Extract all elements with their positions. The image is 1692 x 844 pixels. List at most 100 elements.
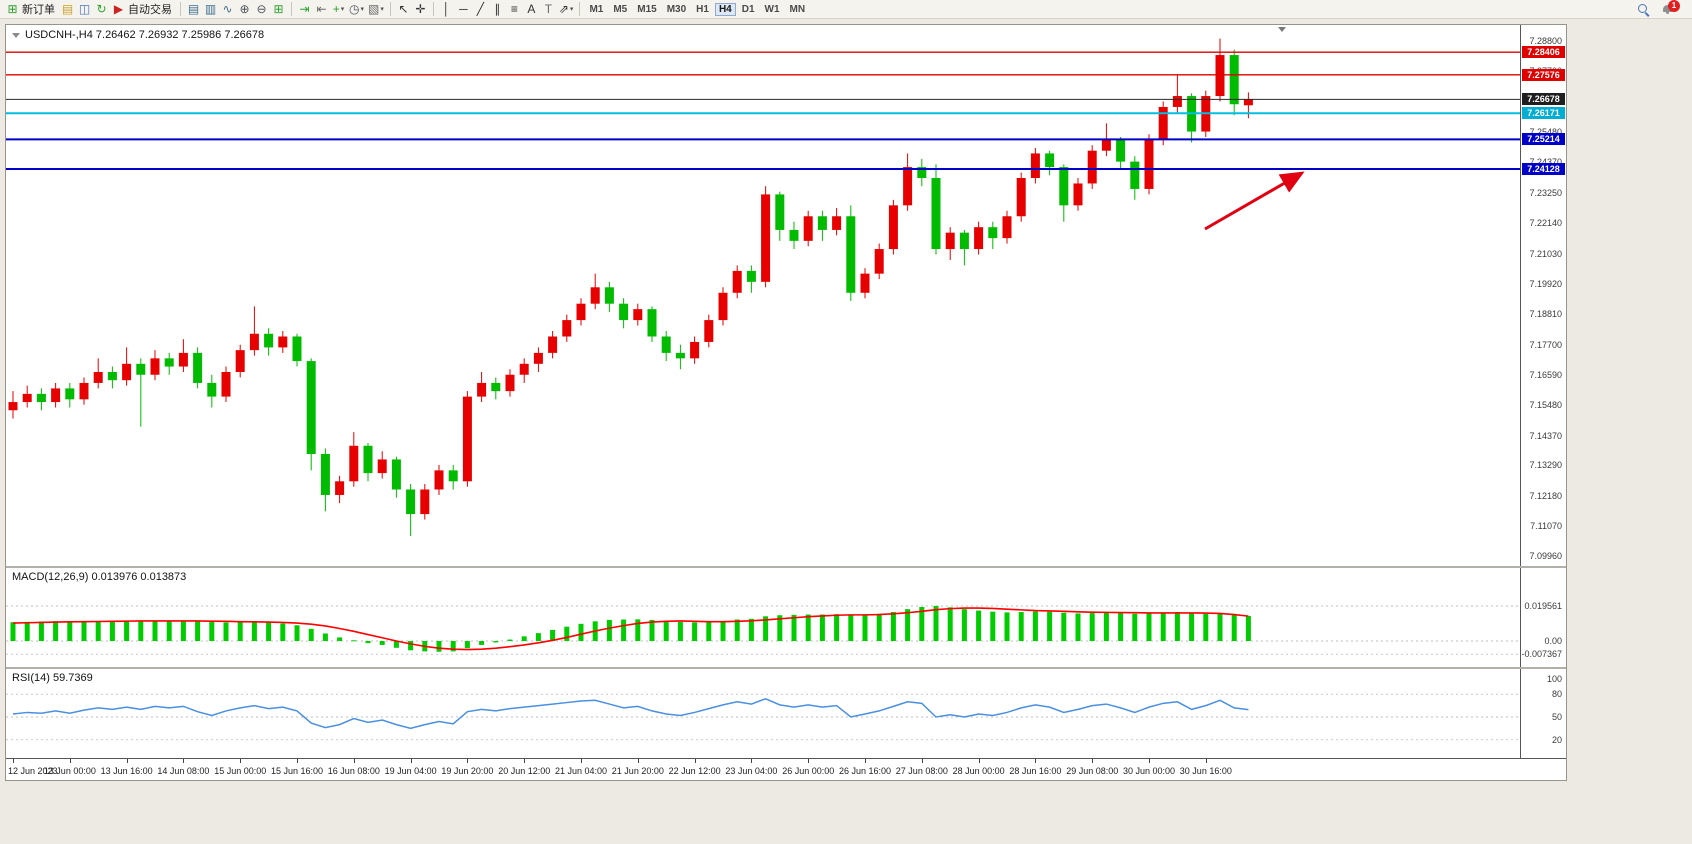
time-tick	[69, 759, 71, 763]
toolbar-separator	[432, 2, 434, 16]
time-tick	[410, 759, 412, 763]
template-icon[interactable]: ▧ ▾	[368, 1, 384, 16]
zoom-out-icon[interactable]: ⊖	[256, 1, 267, 16]
macd-histogram-bar	[990, 611, 996, 641]
candle	[335, 481, 345, 495]
timeframe-m15[interactable]: M15	[637, 3, 657, 15]
macd-histogram-bar	[251, 621, 257, 641]
pane-splitter-macd[interactable]	[6, 566, 1566, 568]
charts-grid-icon[interactable]: ▤	[61, 1, 74, 16]
macd-histogram-bar	[550, 629, 556, 641]
new-order-label[interactable]: 新订单	[22, 4, 55, 16]
period-clock-icon[interactable]: ◷ ▾	[349, 1, 364, 16]
time-axis[interactable]: 12 Jun 2023 13 Jun 00:00 13 Jun 16:00 14 Ju…	[6, 758, 1566, 780]
zoom-in-icon[interactable]: ⊕	[239, 1, 250, 16]
time-label: 28 Jun 16:00	[1009, 766, 1062, 776]
macd-histogram-bar	[1004, 612, 1010, 641]
tile-windows-icon[interactable]: ⊞	[273, 1, 284, 16]
price-axis[interactable]: 7.288007.277007.265907.254807.243707.232…	[1520, 25, 1566, 758]
autotrading-icon[interactable]: ▶	[113, 1, 124, 16]
vertical-line-icon[interactable]: │	[442, 1, 451, 16]
macd-histogram-bar	[692, 622, 698, 641]
macd-histogram-bar	[834, 614, 840, 641]
macd-histogram-bar	[521, 636, 527, 641]
candles-chart-icon[interactable]: ▥	[204, 1, 217, 16]
candle	[917, 167, 927, 179]
autoscroll-icon[interactable]: ⇥	[299, 1, 310, 16]
macd-pane-canvas[interactable]	[6, 568, 1520, 667]
time-tick	[694, 759, 696, 763]
time-label: 21 Jun 04:00	[555, 766, 608, 776]
timeframe-h1[interactable]: H1	[696, 3, 709, 15]
timeframe-w1[interactable]: W1	[764, 3, 780, 15]
macd-histogram-bar	[876, 613, 882, 641]
chart-shift-marker[interactable]	[1278, 27, 1286, 32]
macd-histogram-bar	[791, 614, 797, 641]
time-tick	[978, 759, 980, 763]
autotrading-label[interactable]: 自动交易	[128, 4, 172, 16]
time-tick	[240, 759, 242, 763]
macd-histogram-bar	[1245, 615, 1251, 641]
bars-chart-icon[interactable]: ▤	[187, 1, 200, 16]
main-chart-canvas[interactable]	[6, 25, 1520, 566]
line-chart-icon[interactable]: ∿	[222, 1, 233, 16]
timeframe-m1[interactable]: M1	[589, 3, 604, 15]
candle	[817, 216, 827, 230]
macd-histogram-bar	[748, 618, 754, 641]
search-icon[interactable]	[1635, 1, 1652, 18]
candle	[391, 459, 401, 490]
macd-histogram-bar	[166, 621, 172, 641]
crosshair-icon[interactable]: ✛	[415, 1, 426, 16]
macd-histogram-bar	[10, 622, 16, 641]
candle	[562, 320, 572, 337]
macd-histogram-bar	[38, 621, 44, 641]
timeframe-mn[interactable]: MN	[789, 3, 806, 15]
shapes-icon[interactable]: ⇗ ▾	[558, 1, 574, 16]
macd-histogram-bar	[621, 619, 627, 641]
time-tick	[1205, 759, 1207, 763]
macd-histogram-bar	[1118, 612, 1124, 641]
candle	[803, 216, 813, 241]
collapse-arrow-icon[interactable]	[12, 32, 20, 38]
macd-histogram-bar	[564, 626, 570, 641]
bell-icon	[1663, 4, 1672, 14]
horizontal-line-icon[interactable]: ─	[459, 1, 468, 16]
price-tag-7.26678: 7.26678	[1522, 93, 1565, 106]
macd-histogram-bar	[24, 621, 30, 641]
time-label: 30 Jun 00:00	[1123, 766, 1176, 776]
annotation-arrow[interactable]	[1204, 171, 1305, 231]
fibonacci-icon[interactable]: ≡	[510, 1, 518, 16]
price-tag-7.27576: 7.27576	[1522, 68, 1565, 81]
time-label: 12 Jun 2023	[8, 766, 58, 776]
macd-histogram-bar	[1189, 613, 1195, 641]
rsi-line	[12, 697, 1249, 730]
new-order-icon[interactable]: ⊞	[7, 1, 18, 16]
chart-shift-icon[interactable]: ⇤	[316, 1, 327, 16]
pane-splitter-rsi[interactable]	[6, 667, 1566, 669]
candle	[1016, 178, 1026, 217]
label-icon[interactable]: T	[544, 1, 553, 16]
timeframe-h4[interactable]: H4	[714, 2, 736, 16]
timeframe-m5[interactable]: M5	[613, 3, 628, 15]
trendline-icon[interactable]: ╱	[476, 1, 484, 16]
text-icon[interactable]: A	[527, 1, 536, 16]
price-tick-label: 7.17700	[1529, 339, 1562, 350]
time-tick	[297, 759, 298, 763]
cursor-icon[interactable]: ↖	[398, 1, 409, 16]
timeframe-d1[interactable]: D1	[741, 3, 755, 15]
macd-histogram-bar	[663, 620, 669, 641]
alerts-bell-icon[interactable]: 1	[1660, 0, 1680, 18]
timeframe-m30[interactable]: M30	[666, 3, 687, 15]
candle	[732, 270, 742, 293]
price-tag-7.24128: 7.24128	[1522, 163, 1565, 176]
price-tick-label: 7.28800	[1529, 36, 1562, 47]
candle	[207, 382, 217, 397]
rsi-pane-canvas[interactable]	[6, 669, 1520, 758]
navigator-icon[interactable]: ◫	[78, 1, 91, 16]
candle	[675, 352, 685, 359]
time-tick	[467, 759, 469, 763]
refresh-icon[interactable]: ↻	[96, 1, 107, 16]
macd-histogram-bar	[578, 623, 584, 641]
channel-icon[interactable]: ∥	[494, 1, 501, 16]
add-indicator-icon[interactable]: + ▾	[332, 1, 345, 16]
